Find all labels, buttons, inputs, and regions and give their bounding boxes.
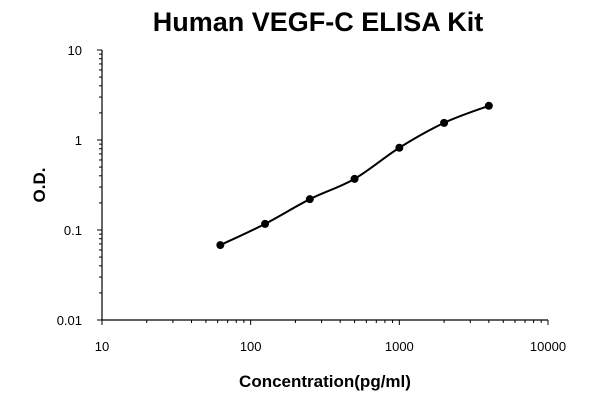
data-point bbox=[261, 219, 270, 228]
y-axis-label: O.D. bbox=[30, 168, 49, 203]
x-tick-label: 10000 bbox=[530, 339, 566, 354]
x-axis-label: Concentration(pg/ml) bbox=[239, 372, 411, 391]
data-point bbox=[395, 143, 404, 152]
data-point bbox=[484, 101, 493, 110]
data-point bbox=[216, 241, 225, 250]
chart-title: Human VEGF-C ELISA Kit bbox=[153, 7, 484, 37]
axis-ticks bbox=[97, 49, 549, 325]
y-tick-label: 10 bbox=[68, 43, 82, 58]
axis-tick-labels: 10 100 1000 10000 10 1 0.1 0.01 bbox=[57, 43, 566, 354]
data-point bbox=[350, 174, 359, 183]
x-tick-label: 1000 bbox=[385, 339, 414, 354]
x-tick-label: 100 bbox=[240, 339, 262, 354]
data-point bbox=[305, 195, 314, 204]
data-point bbox=[440, 118, 449, 127]
y-tick-label: 0.01 bbox=[57, 313, 82, 328]
y-tick-label: 0.1 bbox=[64, 223, 82, 238]
plot-axes bbox=[101, 50, 548, 321]
data-points-layer bbox=[216, 101, 493, 250]
x-tick-label: 10 bbox=[95, 339, 109, 354]
y-tick-label: 1 bbox=[75, 133, 82, 148]
